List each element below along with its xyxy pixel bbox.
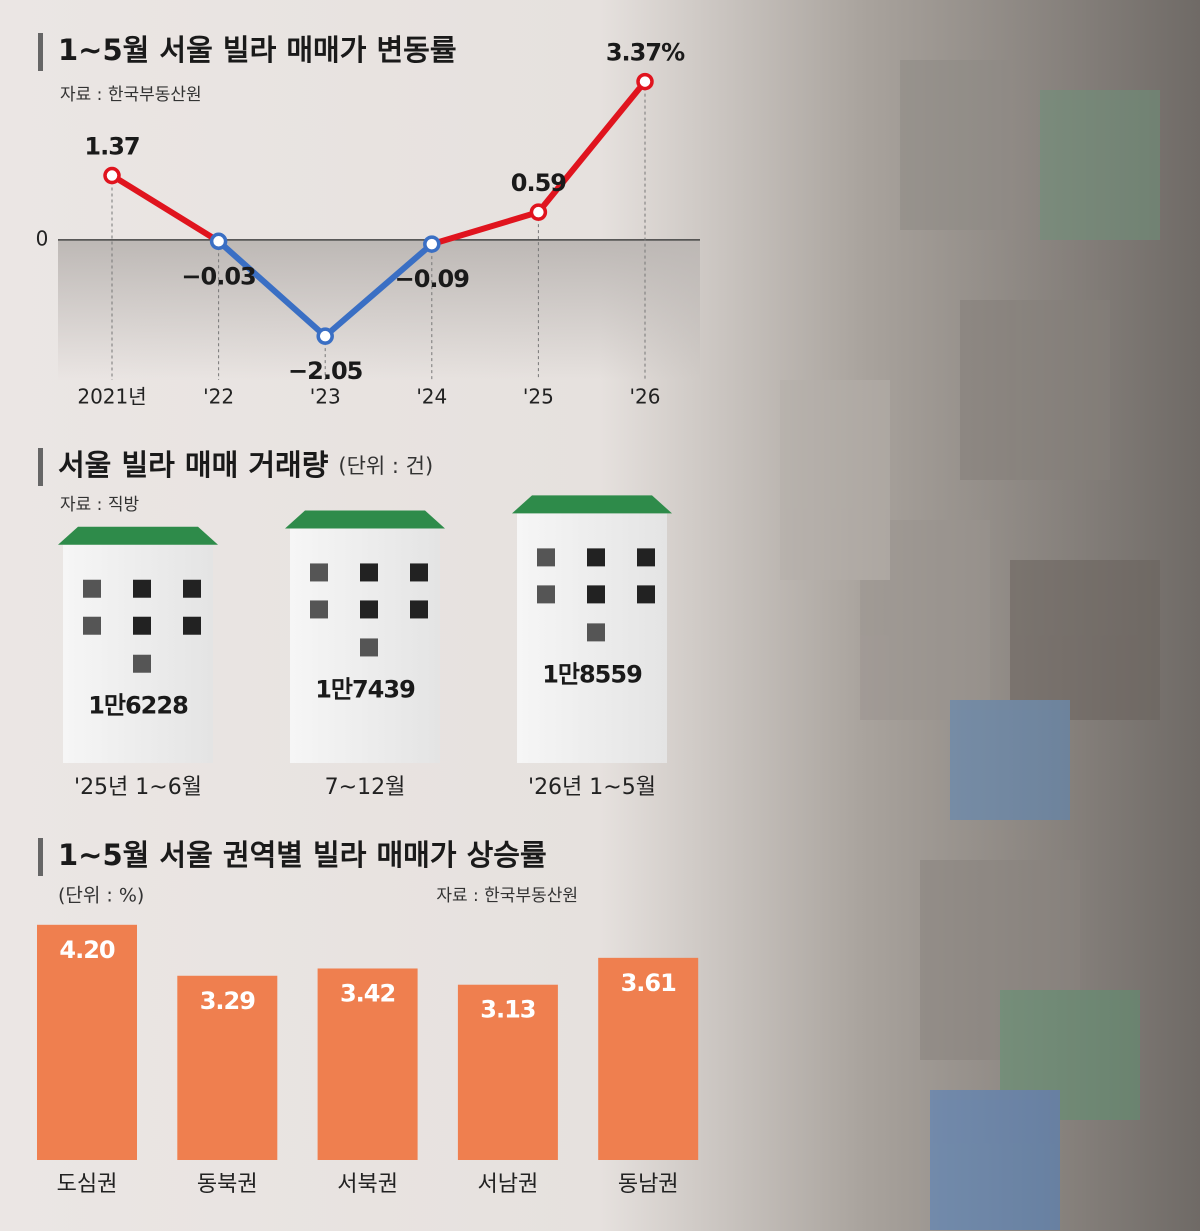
source: 자료 : 한국부동산원 <box>436 886 578 906</box>
value-label: 1만8559 <box>542 660 642 688</box>
x-tick-label: 서북권 <box>337 1172 398 1197</box>
x-tick-label: '25 <box>523 385 554 409</box>
window <box>133 654 151 673</box>
window <box>587 548 605 567</box>
chart-title: 1~5월 서울 권역별 빌라 매매가 상승률 <box>58 838 547 872</box>
line-segment <box>109 172 222 245</box>
window <box>410 600 428 619</box>
chart-title: 서울 빌라 매매 거래량 <box>58 448 329 482</box>
window <box>537 585 555 604</box>
photo-decoration <box>780 60 1160 1230</box>
window <box>360 600 378 619</box>
x-tick-label: 도심권 <box>57 1172 118 1197</box>
x-tick-label: 동남권 <box>618 1172 679 1197</box>
source: 자료 : 직방 <box>60 495 139 515</box>
unit: (단위 : 건) <box>338 454 433 478</box>
value-label: 1.37 <box>84 133 139 161</box>
marker <box>636 72 654 91</box>
window <box>83 579 101 598</box>
title-bar <box>38 33 43 71</box>
window <box>133 579 151 598</box>
marker <box>103 166 121 185</box>
window <box>310 563 328 582</box>
bar <box>37 924 137 1160</box>
x-tick-label: '25년 1~6월 <box>74 775 202 800</box>
line-segment <box>322 241 435 340</box>
x-tick-label: 2021년 <box>77 385 146 409</box>
value-label: 3.61 <box>621 969 677 997</box>
x-tick-label: 7~12월 <box>325 775 406 800</box>
x-tick-label: '24 <box>416 385 447 409</box>
window <box>360 563 378 582</box>
x-tick-label: '23 <box>310 385 341 409</box>
window <box>183 616 201 635</box>
bar <box>177 975 278 1160</box>
value-label: 0.59 <box>511 169 567 197</box>
source: 자료 : 한국부동산원 <box>60 85 202 105</box>
marker <box>209 232 228 251</box>
y-tick-label: 0 <box>36 226 49 250</box>
x-tick-label: 동북권 <box>197 1172 258 1197</box>
value-label: 1만7439 <box>315 675 415 703</box>
window <box>637 548 655 567</box>
unit: (단위 : %) <box>58 885 144 907</box>
value-label: 1만6228 <box>88 692 188 720</box>
line-segment <box>428 209 542 248</box>
x-tick-label: '26년 1~5월 <box>528 775 656 800</box>
marker <box>529 203 548 221</box>
bar <box>317 968 418 1160</box>
roof <box>58 526 218 545</box>
line-segment <box>535 78 648 216</box>
window <box>410 563 428 582</box>
roof <box>285 510 445 529</box>
value-label: −0.09 <box>395 265 470 293</box>
x-tick-label: '22 <box>203 385 234 409</box>
zero-shade <box>58 239 700 380</box>
title-bar <box>38 838 43 876</box>
title-bar <box>38 448 43 486</box>
value-label: −0.03 <box>181 262 255 290</box>
roof <box>512 495 672 514</box>
value-label: 3.29 <box>200 987 256 1015</box>
window <box>537 548 555 567</box>
x-tick-label: '26 <box>630 385 661 409</box>
value-label: 3.13 <box>480 996 535 1024</box>
window <box>83 616 101 635</box>
value-label: −2.05 <box>288 357 363 385</box>
marker <box>423 235 441 253</box>
bar <box>598 957 699 1160</box>
marker <box>316 327 334 345</box>
value-label: 3.37% <box>606 39 685 67</box>
window <box>310 600 328 619</box>
value-label: 3.42 <box>340 979 395 1007</box>
value-label: 4.20 <box>59 936 115 964</box>
window <box>183 579 201 598</box>
window <box>637 585 655 604</box>
window <box>360 638 378 657</box>
window <box>587 623 605 642</box>
chart-title: 1~5월 서울 빌라 매매가 변동률 <box>58 33 457 67</box>
building <box>63 544 213 763</box>
window <box>133 616 151 635</box>
x-tick-label: 서남권 <box>478 1172 539 1197</box>
line-segment <box>215 238 329 340</box>
window <box>587 585 605 604</box>
bar <box>457 984 558 1160</box>
